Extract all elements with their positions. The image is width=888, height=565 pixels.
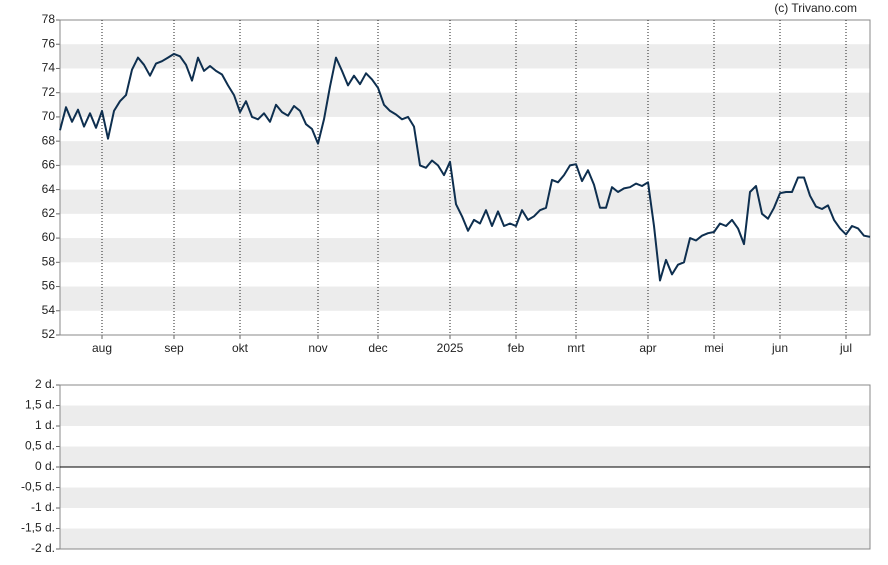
grid-band — [60, 44, 870, 69]
y-tick-label: 62 — [42, 206, 56, 220]
y-tick-label: 52 — [42, 327, 56, 341]
y-tick-label: -1 d. — [31, 500, 55, 514]
grid-band — [60, 92, 870, 117]
grid-band — [60, 238, 870, 263]
grid-band — [60, 141, 870, 166]
x-tick-label: dec — [368, 341, 387, 355]
y-tick-label: 1 d. — [35, 418, 55, 432]
grid-band — [60, 528, 870, 549]
plot-frame — [59, 19, 871, 336]
y-tick-label: 58 — [42, 254, 56, 268]
x-tick-label: mei — [704, 341, 723, 355]
y-tick-label: 78 — [42, 12, 56, 26]
grid-band — [60, 487, 870, 508]
y-tick-label: 68 — [42, 133, 56, 147]
y-tick-label: 72 — [42, 85, 56, 99]
x-tick-label: jun — [771, 341, 788, 355]
y-tick-label: 60 — [42, 230, 56, 244]
y-tick-label: 0 d. — [35, 459, 55, 473]
y-tick-label: 64 — [42, 182, 56, 196]
x-tick-label: aug — [92, 341, 112, 355]
y-tick-label: 74 — [42, 61, 56, 75]
y-tick-label: 2 d. — [35, 377, 55, 391]
grid-band — [60, 405, 870, 426]
y-tick-label: -1,5 d. — [21, 521, 55, 535]
x-tick-label: apr — [639, 341, 656, 355]
grid-band — [60, 286, 870, 311]
grid-band — [60, 446, 870, 467]
x-tick-label: 2025 — [437, 341, 464, 355]
y-tick-label: 1,5 d. — [25, 398, 55, 412]
x-tick-label: nov — [308, 341, 327, 355]
source-credit: (c) Trivano.com — [774, 1, 857, 15]
y-tick-label: 56 — [42, 279, 56, 293]
x-tick-label: sep — [164, 341, 184, 355]
grid-band — [60, 189, 870, 214]
y-tick-label: 0,5 d. — [25, 439, 55, 453]
y-tick-label: 54 — [42, 303, 56, 317]
y-tick-label: 66 — [42, 158, 56, 172]
x-tick-label: mrt — [567, 341, 585, 355]
y-tick-label: -0,5 d. — [21, 480, 55, 494]
x-tick-label: jul — [839, 341, 852, 355]
x-tick-label: feb — [508, 341, 525, 355]
y-tick-label: 76 — [42, 36, 56, 50]
y-tick-label: 70 — [42, 109, 56, 123]
price-line — [59, 52, 871, 282]
y-tick-label: -2 d. — [31, 541, 55, 555]
x-tick-label: okt — [232, 341, 249, 355]
